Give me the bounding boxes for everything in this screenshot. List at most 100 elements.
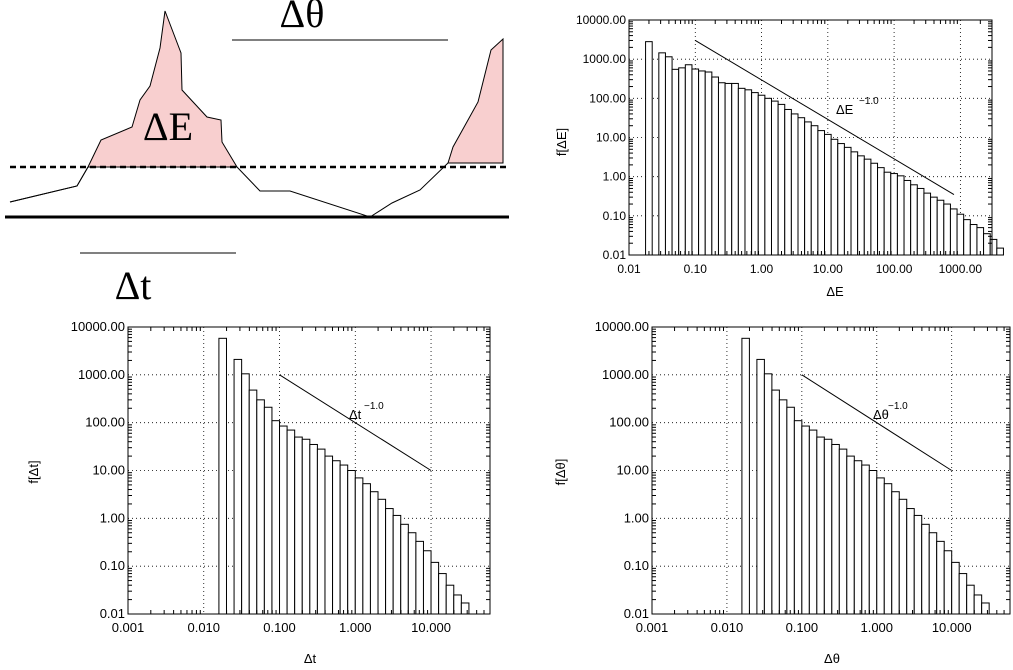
chart-time-bar: [453, 594, 462, 615]
dtheta-label: Δθ: [280, 0, 325, 36]
chart-angle-x-tick-label: 0.001: [636, 620, 669, 635]
chart-time-x-tick-label: 10.000: [411, 620, 451, 635]
chart-energy-x-tick-label: 0.10: [684, 262, 708, 276]
chart-energy-bar: [996, 247, 1004, 256]
chart-angle-bar: [756, 358, 765, 615]
chart-energy-bar: [810, 125, 819, 256]
chart-angle-bar: [883, 483, 893, 615]
chart-angle-x-tick-label: 0.100: [786, 620, 819, 635]
chart-angle-ylabel: f[Δθ]: [553, 459, 568, 486]
chart-time-y-tick-label: 0.01: [100, 606, 125, 621]
chart-time-bar: [294, 436, 303, 615]
chart-angle-bar: [966, 584, 975, 615]
chart-time-xlabel: Δt: [304, 651, 317, 666]
chart-time-bar: [256, 399, 265, 615]
chart-energy-bar: [704, 71, 713, 256]
chart-angle-bar: [763, 373, 773, 615]
chart-time-x-tick-label: 1.000: [339, 620, 372, 635]
chart-angle-y-tick-label: 10.00: [616, 463, 649, 478]
chart-energy-bar: [830, 138, 839, 256]
chart-energy-bar: [737, 87, 746, 256]
chart-angle-bar: [741, 337, 750, 615]
chart-energy-ylabel: f[ΔE]: [554, 128, 569, 156]
chart-angle-x-tick-label: 1.000: [860, 620, 893, 635]
chart-angle-annotation-exp: −1.0: [888, 401, 908, 412]
chart-energy-bar: [691, 68, 700, 256]
chart-angle-bar: [928, 532, 938, 615]
chart-energy-bar: [764, 97, 772, 256]
chart-time-bar: [218, 337, 227, 615]
chart-angle-bar: [981, 602, 990, 615]
event-diagram: Δθ ΔE Δt: [5, 0, 509, 308]
chart-energy-x-tick-label: 10.00: [813, 262, 843, 276]
chart-energy-bar: [784, 108, 792, 256]
chart-energy-bar: [671, 68, 680, 256]
chart-energy-bar: [797, 117, 806, 256]
chart-angle-bar: [973, 594, 983, 615]
chart-energy-powerlaw-line: [695, 40, 955, 195]
chart-energy-y-tick-label: 10.00: [596, 131, 626, 145]
chart-energy-xlabel: ΔE: [826, 284, 844, 299]
chart-energy-x-tick-label: 0.01: [617, 262, 641, 276]
chart-energy-y-tick-label: 1.00: [603, 170, 627, 184]
chart-angle-bar: [868, 470, 878, 615]
chart-angle-bar: [786, 406, 795, 615]
chart-angle-bar: [816, 436, 825, 615]
chart-angle-bar: [951, 561, 960, 615]
chart-energy-bar: [664, 56, 673, 256]
chart-time-bar: [263, 406, 273, 615]
chart-energy-y-tick-label: 1000.00: [583, 52, 627, 66]
chart-energy-bar: [658, 52, 666, 256]
chart-time-bar: [332, 460, 341, 615]
chart-time-bar: [377, 498, 387, 615]
time-profile-line: [9, 166, 89, 203]
chart-energy-annotation-exp: −1.0: [859, 96, 879, 107]
chart-time-bar: [279, 425, 288, 615]
time-profile-line-mid: [9, 166, 89, 203]
chart-time-y-tick-label: 1000.00: [78, 367, 125, 382]
chart-energy-bar: [843, 146, 852, 256]
chart-energy-bar: [824, 133, 832, 256]
chart-energy-bar: [963, 219, 971, 256]
chart-energy-bar: [857, 155, 865, 256]
chart-angle-xlabel: Δθ: [824, 651, 840, 666]
chart-angle-bar: [921, 523, 930, 615]
chart-time-bar: [271, 420, 281, 615]
chart-energy-bar: [790, 113, 799, 256]
chart-energy-bar: [910, 184, 918, 256]
chart-time-y-tick-label: 10.00: [92, 463, 125, 478]
chart-time-bar: [415, 540, 424, 615]
chart-energy-bar: [936, 199, 945, 256]
chart-energy-bar: [923, 192, 932, 256]
chart-time-annotation-base: Δt: [349, 407, 362, 422]
chart-energy-bar: [930, 196, 938, 256]
chart-energy-bar: [877, 167, 885, 256]
second-peak-region: [447, 37, 504, 164]
chart-time-bar: [347, 470, 356, 615]
chart-angle-bar: [898, 498, 908, 615]
dE-label: ΔE: [143, 104, 193, 149]
time-profile-line-valley: [236, 162, 449, 218]
chart-time-bar: [241, 373, 250, 615]
chart-energy-y-tick-label: 0.10: [603, 209, 627, 223]
chart-angle-bar: [808, 429, 818, 615]
chart-time-bar: [407, 532, 417, 615]
chart-angle-powerlaw-line: [801, 374, 952, 471]
chart-energy-bar: [698, 70, 706, 256]
chart-angle-y-tick-label: 100.00: [609, 415, 649, 430]
chart-time-y-tick-label: 1.00: [100, 510, 125, 525]
chart-energy-bar: [983, 233, 991, 256]
chart-energy-bar: [751, 92, 759, 256]
chart-angle-bar: [823, 438, 833, 615]
chart-time-bar: [354, 477, 364, 615]
chart-time-bar: [445, 584, 455, 615]
chart-energy-bar: [943, 203, 951, 256]
chart-angle-x-tick-label: 0.010: [711, 620, 744, 635]
chart-energy-x-tick-label: 1.00: [750, 262, 774, 276]
chart-angle-y-tick-label: 0.10: [624, 558, 649, 573]
chart-angle-bar: [793, 420, 803, 615]
chart-angle-bar: [913, 514, 923, 615]
chart-energy-bar: [770, 100, 779, 256]
chart-energy-x-tick-label: 100.00: [876, 262, 913, 276]
chart-time-annotation-exp: −1.0: [364, 401, 384, 412]
